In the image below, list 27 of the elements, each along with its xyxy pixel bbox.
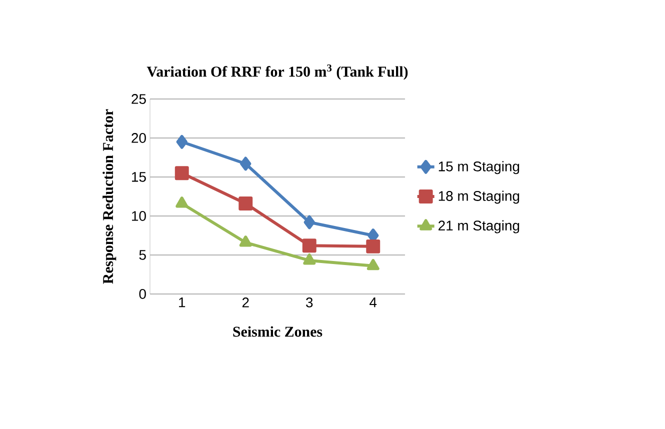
- point: [174, 166, 189, 180]
- legend-label: 21 m Staging: [438, 220, 520, 234]
- point: [176, 134, 188, 149]
- y-tick-label: 25: [132, 94, 146, 104]
- y-axis-title: Response Reduction Factor: [102, 109, 116, 284]
- y-tick-label: 0: [139, 289, 146, 299]
- x-tick-label: 4: [370, 298, 377, 308]
- chart-title: Variation Of RRF for 150 m$^{3}$ (Tank Full): [146, 64, 408, 80]
- point: [303, 253, 316, 265]
- point: [176, 196, 188, 208]
- legend-label: 18 m Staging: [438, 190, 520, 204]
- y-tick-label: 15: [132, 172, 146, 182]
- point: [239, 236, 252, 247]
- x-tick-label: 1: [179, 298, 186, 308]
- point: [304, 215, 315, 230]
- point: [366, 258, 380, 270]
- y-tick-label: 5: [139, 250, 146, 260]
- y-tick-label: 10: [132, 211, 146, 221]
- point: [302, 238, 316, 253]
- x-tick-label: 2: [242, 298, 249, 308]
- x-tick-label: 3: [306, 298, 313, 308]
- point: [366, 239, 380, 254]
- legend-label: 15 m Staging: [438, 161, 520, 174]
- y-tick-label: 20: [132, 133, 146, 143]
- x-axis-title: Seismic Zones: [233, 326, 322, 337]
- point: [240, 156, 252, 171]
- point: [238, 196, 253, 210]
